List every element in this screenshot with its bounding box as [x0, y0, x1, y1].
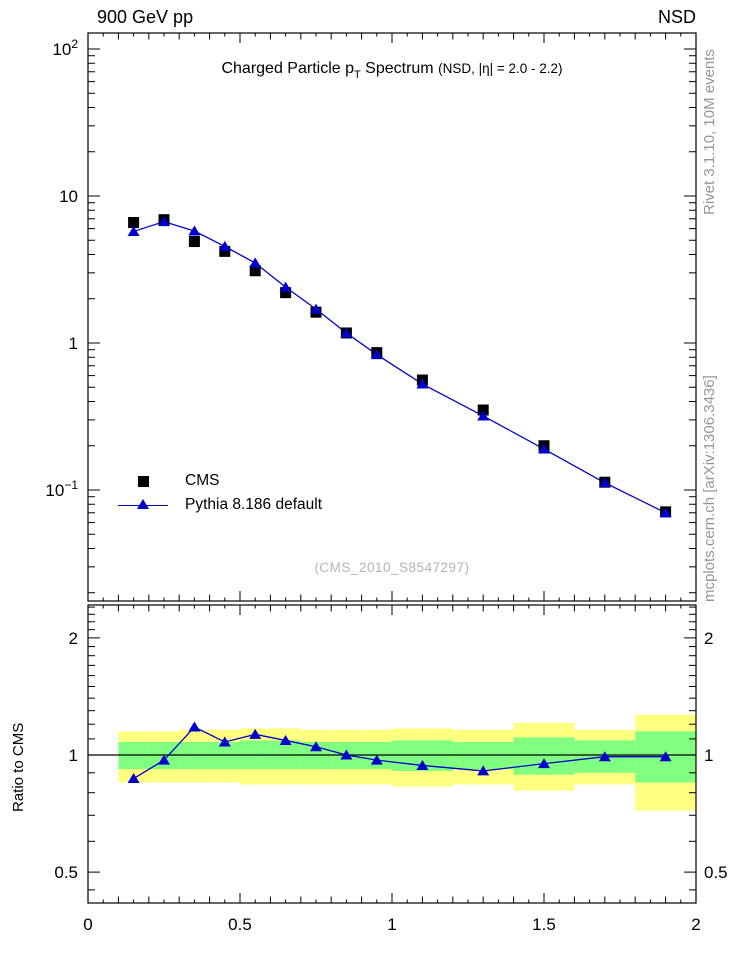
- ratio-data-point: [188, 721, 201, 732]
- mcplots-credit-note: mcplots.cern.ch [arXiv:1306.3436]: [701, 375, 718, 602]
- ratio-data-point: [370, 754, 383, 765]
- y-axis-tick-label: 10−1: [45, 478, 78, 500]
- pythia-data-point: [477, 410, 490, 421]
- x-axis-tick-label: 1: [387, 915, 396, 934]
- cms-data-point: [280, 287, 292, 299]
- x-axis-tick-label: 2: [691, 915, 700, 934]
- ratio-data-point: [340, 749, 353, 760]
- analysis-watermark: (CMS_2010_S8547297): [314, 560, 470, 575]
- cms-square-icon: [117, 475, 169, 487]
- pythia-data-point: [218, 240, 231, 251]
- plot-title: Charged Particle pT Spectrum (NSD, |η| =…: [88, 60, 696, 81]
- legend-label-cms: CMS: [185, 472, 220, 489]
- pythia-line: [133, 220, 666, 514]
- ratio-data-point: [158, 754, 170, 765]
- pythia-data-point: [659, 507, 672, 518]
- pythia-data-point: [310, 303, 322, 314]
- pythia-data-point: [538, 443, 550, 454]
- pythia-triangle-line-icon: [117, 499, 169, 510]
- ratio-data-point: [279, 734, 292, 745]
- ratio-data-point: [477, 765, 490, 776]
- ratio-y-tick-label-right: 2: [704, 629, 713, 648]
- cms-data-point: [188, 236, 200, 248]
- ratio-y-tick-label-left: 1: [69, 746, 78, 765]
- cms-data-point: [249, 265, 261, 277]
- ratio-green-band: [513, 737, 575, 775]
- legend-item-cms: CMS: [117, 469, 322, 493]
- event-class-label: NSD: [657, 7, 696, 27]
- ratio-y-tick-label-right: 1: [704, 746, 713, 765]
- legend: CMS Pythia 8.186 default: [117, 469, 322, 517]
- cms-data-point: [219, 245, 231, 257]
- cms-data-point: [477, 404, 489, 416]
- ratio-data-point: [249, 728, 262, 739]
- pythia-data-point: [158, 216, 170, 227]
- ratio-data-point: [538, 758, 550, 769]
- ratio-data-point: [598, 751, 611, 762]
- ratio-axis-label: Ratio to CMS: [10, 722, 27, 812]
- legend-item-pythia: Pythia 8.186 default: [117, 493, 322, 517]
- y-axis-tick-label: 1: [69, 334, 78, 353]
- ratio-line: [133, 726, 666, 780]
- x-axis-tick-label: 0: [83, 915, 92, 934]
- rivet-version-note: Rivet 3.1.10, 10M events: [701, 49, 718, 215]
- ratio-data-point: [310, 741, 322, 752]
- ratio-y-tick-label-left: 0.5: [54, 863, 78, 882]
- ratio-data-point: [218, 736, 231, 747]
- title-selection: (NSD, |η| = 2.0 - 2.2): [438, 61, 563, 76]
- y-axis-tick-label: 102: [52, 37, 78, 59]
- pythia-data-point: [598, 477, 611, 488]
- x-axis-tick-label: 0.5: [228, 915, 252, 934]
- pythia-data-point: [249, 257, 262, 268]
- ratio-data-point: [416, 759, 429, 770]
- title-rest: Spectrum: [360, 60, 439, 77]
- pythia-data-point: [340, 327, 353, 338]
- legend-label-pythia: Pythia 8.186 default: [185, 496, 323, 513]
- ratio-y-tick-label-left: 2: [69, 629, 78, 648]
- ratio-y-tick-label-right: 0.5: [704, 863, 728, 882]
- pythia-data-point: [127, 225, 140, 236]
- ratio-data-point: [127, 773, 140, 784]
- title-main: Charged Particle p: [221, 60, 354, 77]
- pythia-data-point: [416, 378, 429, 389]
- y-axis-tick-label: 10: [59, 187, 78, 206]
- pythia-data-point: [188, 225, 201, 236]
- ratio-data-point: [659, 751, 672, 762]
- x-axis-tick-label: 1.5: [532, 915, 556, 934]
- pythia-data-point: [370, 349, 383, 360]
- title-subscript: T: [353, 69, 361, 81]
- beam-energy-label: 900 GeV pp: [97, 7, 194, 27]
- cms-data-point: [128, 217, 140, 229]
- pythia-data-point: [279, 281, 292, 292]
